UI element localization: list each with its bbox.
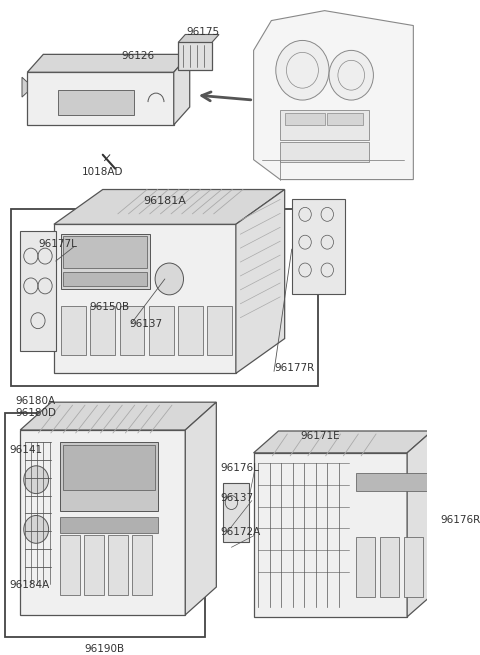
Text: 96177R: 96177R	[274, 364, 314, 373]
Bar	[285, 113, 324, 125]
Bar	[5, 413, 205, 637]
Bar	[356, 473, 453, 491]
Polygon shape	[20, 402, 216, 430]
Text: 96126: 96126	[122, 51, 155, 62]
Bar	[132, 535, 152, 595]
Bar	[380, 537, 399, 597]
Bar	[63, 236, 147, 268]
Bar	[178, 306, 203, 356]
Bar	[60, 535, 80, 595]
Text: 96181A: 96181A	[144, 196, 186, 206]
Bar	[61, 306, 86, 356]
Polygon shape	[407, 431, 432, 617]
Bar	[108, 535, 128, 595]
Text: 1018AD: 1018AD	[82, 166, 123, 177]
Text: 96137: 96137	[130, 319, 163, 329]
Text: 96150B: 96150B	[89, 302, 130, 312]
Polygon shape	[236, 189, 285, 373]
Text: 96175: 96175	[186, 28, 219, 37]
Bar	[60, 442, 158, 512]
Bar	[178, 43, 212, 70]
Text: 96184A: 96184A	[10, 580, 50, 590]
Polygon shape	[253, 431, 432, 453]
Bar	[223, 483, 249, 542]
Polygon shape	[178, 35, 219, 43]
Bar	[63, 272, 147, 286]
Bar	[60, 517, 158, 533]
Bar	[61, 234, 150, 289]
Polygon shape	[27, 72, 174, 125]
Text: 96180D: 96180D	[16, 408, 57, 418]
Circle shape	[276, 41, 329, 100]
Bar	[280, 142, 369, 162]
Polygon shape	[22, 77, 27, 97]
Polygon shape	[27, 54, 190, 72]
Bar	[12, 210, 318, 386]
Bar	[207, 306, 232, 356]
Bar	[120, 306, 144, 356]
Text: 96177L: 96177L	[38, 239, 77, 249]
Polygon shape	[253, 10, 413, 179]
Bar	[84, 535, 104, 595]
Polygon shape	[253, 453, 407, 617]
Text: 96180A: 96180A	[16, 396, 56, 406]
Bar	[63, 445, 155, 490]
Polygon shape	[185, 402, 216, 615]
Text: 96171E: 96171E	[300, 431, 340, 441]
Text: 96141: 96141	[10, 445, 43, 455]
Text: 96190B: 96190B	[84, 644, 125, 654]
Circle shape	[24, 466, 48, 494]
Bar	[356, 537, 375, 597]
Bar	[292, 200, 345, 294]
Polygon shape	[54, 189, 285, 224]
Bar	[59, 90, 134, 115]
Text: 96137: 96137	[221, 493, 254, 502]
Bar	[327, 113, 363, 125]
Bar	[20, 231, 56, 350]
Bar	[280, 110, 369, 140]
Bar	[404, 537, 423, 597]
Text: 96172A: 96172A	[221, 527, 261, 537]
Text: 96176L: 96176L	[221, 463, 260, 473]
Polygon shape	[20, 430, 185, 615]
Polygon shape	[174, 54, 190, 125]
Circle shape	[329, 50, 373, 100]
Circle shape	[155, 263, 183, 295]
Text: 96176R: 96176R	[441, 515, 480, 525]
Bar	[428, 537, 447, 597]
Bar	[90, 306, 115, 356]
Bar	[436, 461, 452, 510]
Polygon shape	[54, 224, 236, 373]
Bar	[149, 306, 174, 356]
Circle shape	[24, 515, 48, 543]
